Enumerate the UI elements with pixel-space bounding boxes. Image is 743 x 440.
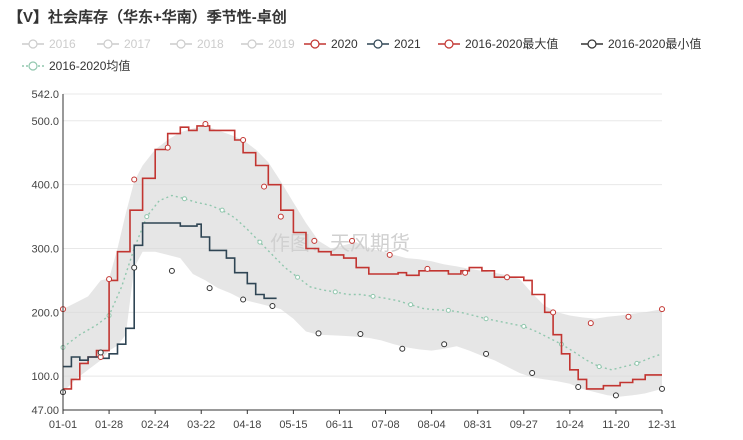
max-point <box>462 269 469 276</box>
chart-title: 【V】社会库存（华东+华南）季节性-卓创 <box>8 9 287 26</box>
legend-item-2: 2018 <box>197 37 224 51</box>
mean-point <box>257 239 263 245</box>
x-tick-label: 01-01 <box>49 419 77 431</box>
x-tick-label: 04-18 <box>233 419 261 431</box>
x-tick-label: 11-20 <box>602 419 629 431</box>
series-line-2020 <box>63 125 662 390</box>
y-tick-label: 100.0 <box>31 371 59 383</box>
legend-marker[interactable] <box>373 39 383 49</box>
min-point <box>97 349 104 356</box>
min-point <box>659 385 665 392</box>
series-line-2021 <box>63 222 277 368</box>
max-point <box>349 237 356 244</box>
mean-point <box>521 323 527 329</box>
legend-item-7: 2016-2020最小值 <box>608 36 701 51</box>
min-point <box>399 345 406 352</box>
mean-point <box>445 307 451 313</box>
legend-item-6: 2016-2020最大值 <box>465 36 558 51</box>
legend-item-1: 2017 <box>124 37 151 51</box>
min-point <box>357 331 364 338</box>
min-point <box>269 302 276 309</box>
min-point <box>529 369 536 376</box>
legend-marker[interactable] <box>587 39 597 49</box>
y-tick-label: 300.0 <box>31 243 59 255</box>
legend-item-8: 2016-2020均值 <box>49 58 130 73</box>
max-point <box>240 136 247 143</box>
min-point <box>575 384 582 391</box>
watermark: 作图：天风期货 <box>270 232 410 255</box>
legend-item-3: 2019 <box>268 37 295 51</box>
x-tick-label: 07-08 <box>371 419 399 431</box>
x-tick-label: 12-31 <box>648 419 676 431</box>
y-tick-label: 500.0 <box>31 116 59 128</box>
y-tick-label: 400.0 <box>31 180 59 192</box>
mean-point <box>370 293 376 299</box>
max-point <box>277 213 284 220</box>
mean-point <box>181 196 187 202</box>
mean-point <box>332 289 338 295</box>
max-point <box>504 274 511 281</box>
legend-marker[interactable] <box>310 39 320 49</box>
min-point <box>441 341 448 348</box>
x-tick-label: 03-22 <box>187 419 215 431</box>
legend-marker[interactable] <box>444 39 454 49</box>
min-point <box>612 392 619 399</box>
min-point <box>131 264 138 271</box>
y-tick-label: 200.0 <box>31 307 59 319</box>
mean-point <box>295 274 301 280</box>
legend-marker[interactable] <box>176 39 186 49</box>
x-tick-label: 06-11 <box>326 419 353 431</box>
legend-item-0: 2016 <box>49 37 76 51</box>
max-point <box>587 320 594 327</box>
legend-marker[interactable] <box>28 39 38 49</box>
max-point <box>261 183 268 190</box>
legend-marker[interactable] <box>247 39 257 49</box>
max-point <box>424 265 431 272</box>
max-point <box>164 144 171 151</box>
x-tick-label: 02-24 <box>141 419 169 431</box>
min-point <box>206 285 213 292</box>
x-tick-label: 09-27 <box>510 419 538 431</box>
legend-item-4: 2020 <box>331 37 358 51</box>
legend-item-5: 2021 <box>394 37 421 51</box>
x-tick-label: 10-24 <box>556 419 584 431</box>
mean-point <box>219 207 225 213</box>
min-point <box>168 267 175 274</box>
max-point <box>386 251 393 258</box>
x-tick-label: 01-28 <box>95 419 123 431</box>
range-band-2016-2020 <box>63 125 662 397</box>
max-point <box>202 121 209 128</box>
mean-point <box>144 214 150 220</box>
max-point <box>311 237 318 244</box>
mean-point <box>596 364 602 370</box>
legend-marker[interactable] <box>103 39 113 49</box>
y-tick-label: 47.00 <box>31 405 59 417</box>
max-point <box>131 176 138 183</box>
max-point <box>550 309 557 316</box>
min-point <box>483 350 490 357</box>
x-tick-label: 05-15 <box>279 419 307 431</box>
mean-point <box>483 316 489 322</box>
max-point <box>659 306 665 313</box>
max-point <box>106 276 113 283</box>
y-tick-label: 542.0 <box>31 89 59 101</box>
mean-point <box>408 302 414 308</box>
mean-point <box>634 360 640 366</box>
max-point <box>625 313 632 320</box>
min-point <box>240 296 247 303</box>
legend-marker[interactable] <box>28 61 38 71</box>
min-point <box>315 330 322 337</box>
x-tick-label: 08-31 <box>464 419 492 431</box>
x-tick-label: 08-04 <box>418 419 446 431</box>
